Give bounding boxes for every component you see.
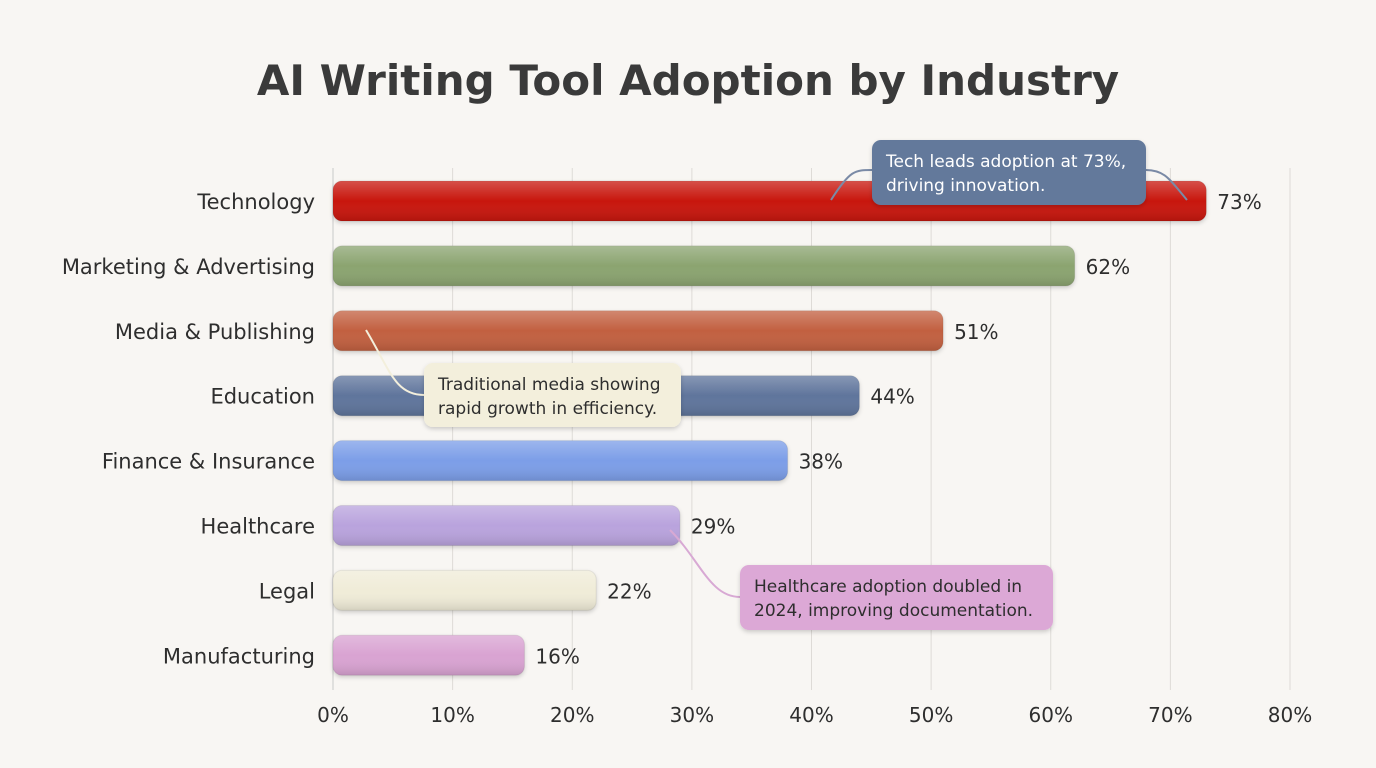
bar-highlight [333, 440, 788, 481]
category-label: Healthcare [201, 515, 315, 539]
annotation-text: Tech leads adoption at 73%, [885, 152, 1126, 172]
annotation-box [872, 140, 1146, 205]
bar-highlight [333, 505, 680, 546]
x-tick-label: 20% [550, 703, 594, 727]
annotation-text: rapid growth in efficiency. [438, 399, 657, 419]
category-label: Finance & Insurance [102, 450, 315, 474]
annotation-text: Healthcare adoption doubled in [754, 577, 1022, 597]
annotation-box [424, 363, 681, 427]
annotation-connector [1145, 169, 1188, 201]
x-tick-label: 40% [789, 703, 833, 727]
x-tick-label: 30% [670, 703, 714, 727]
x-tick-label: 80% [1268, 703, 1312, 727]
bar-highlight [333, 245, 1075, 286]
bar-highlight [333, 635, 525, 676]
value-label: 29% [691, 515, 735, 539]
chart-title: AI Writing Tool Adoption by Industry [257, 56, 1119, 105]
value-label: 73% [1217, 190, 1261, 214]
x-tick-label: 10% [430, 703, 474, 727]
category-label: Legal [259, 579, 315, 603]
value-label: 51% [954, 320, 998, 344]
annotation-connector [830, 169, 873, 201]
value-label: 44% [870, 385, 914, 409]
category-label: Education [210, 385, 315, 409]
x-tick-label: 50% [909, 703, 953, 727]
annotation-text: Traditional media showing [437, 375, 661, 395]
value-label: 38% [799, 450, 843, 474]
value-label: 62% [1086, 255, 1130, 279]
bar-highlight [333, 570, 597, 611]
category-label: Manufacturing [163, 644, 315, 668]
annotation-box [740, 565, 1053, 630]
annotation-text: driving innovation. [886, 176, 1045, 196]
category-label: Marketing & Advertising [62, 255, 315, 279]
category-label: Media & Publishing [115, 320, 315, 344]
value-label: 22% [607, 579, 651, 603]
bar-highlight [333, 310, 944, 351]
annotation-text: 2024, improving documentation. [754, 601, 1033, 621]
x-tick-label: 0% [317, 703, 349, 727]
value-label: 16% [535, 644, 579, 668]
category-label: Technology [196, 190, 315, 214]
x-tick-label: 60% [1029, 703, 1073, 727]
annotation-connector [669, 529, 741, 598]
annotation-connector [365, 329, 425, 396]
x-tick-label: 70% [1148, 703, 1192, 727]
